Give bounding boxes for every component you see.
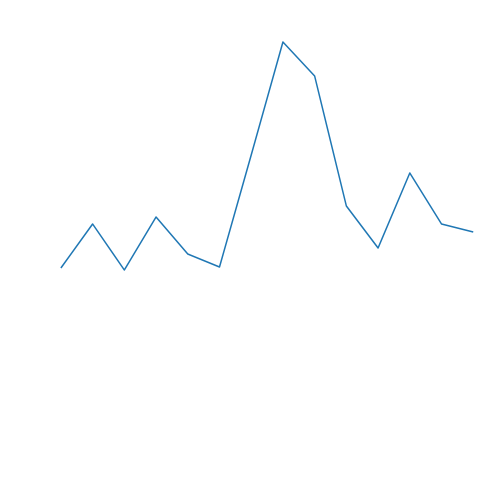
- data-line: [60, 41, 474, 271]
